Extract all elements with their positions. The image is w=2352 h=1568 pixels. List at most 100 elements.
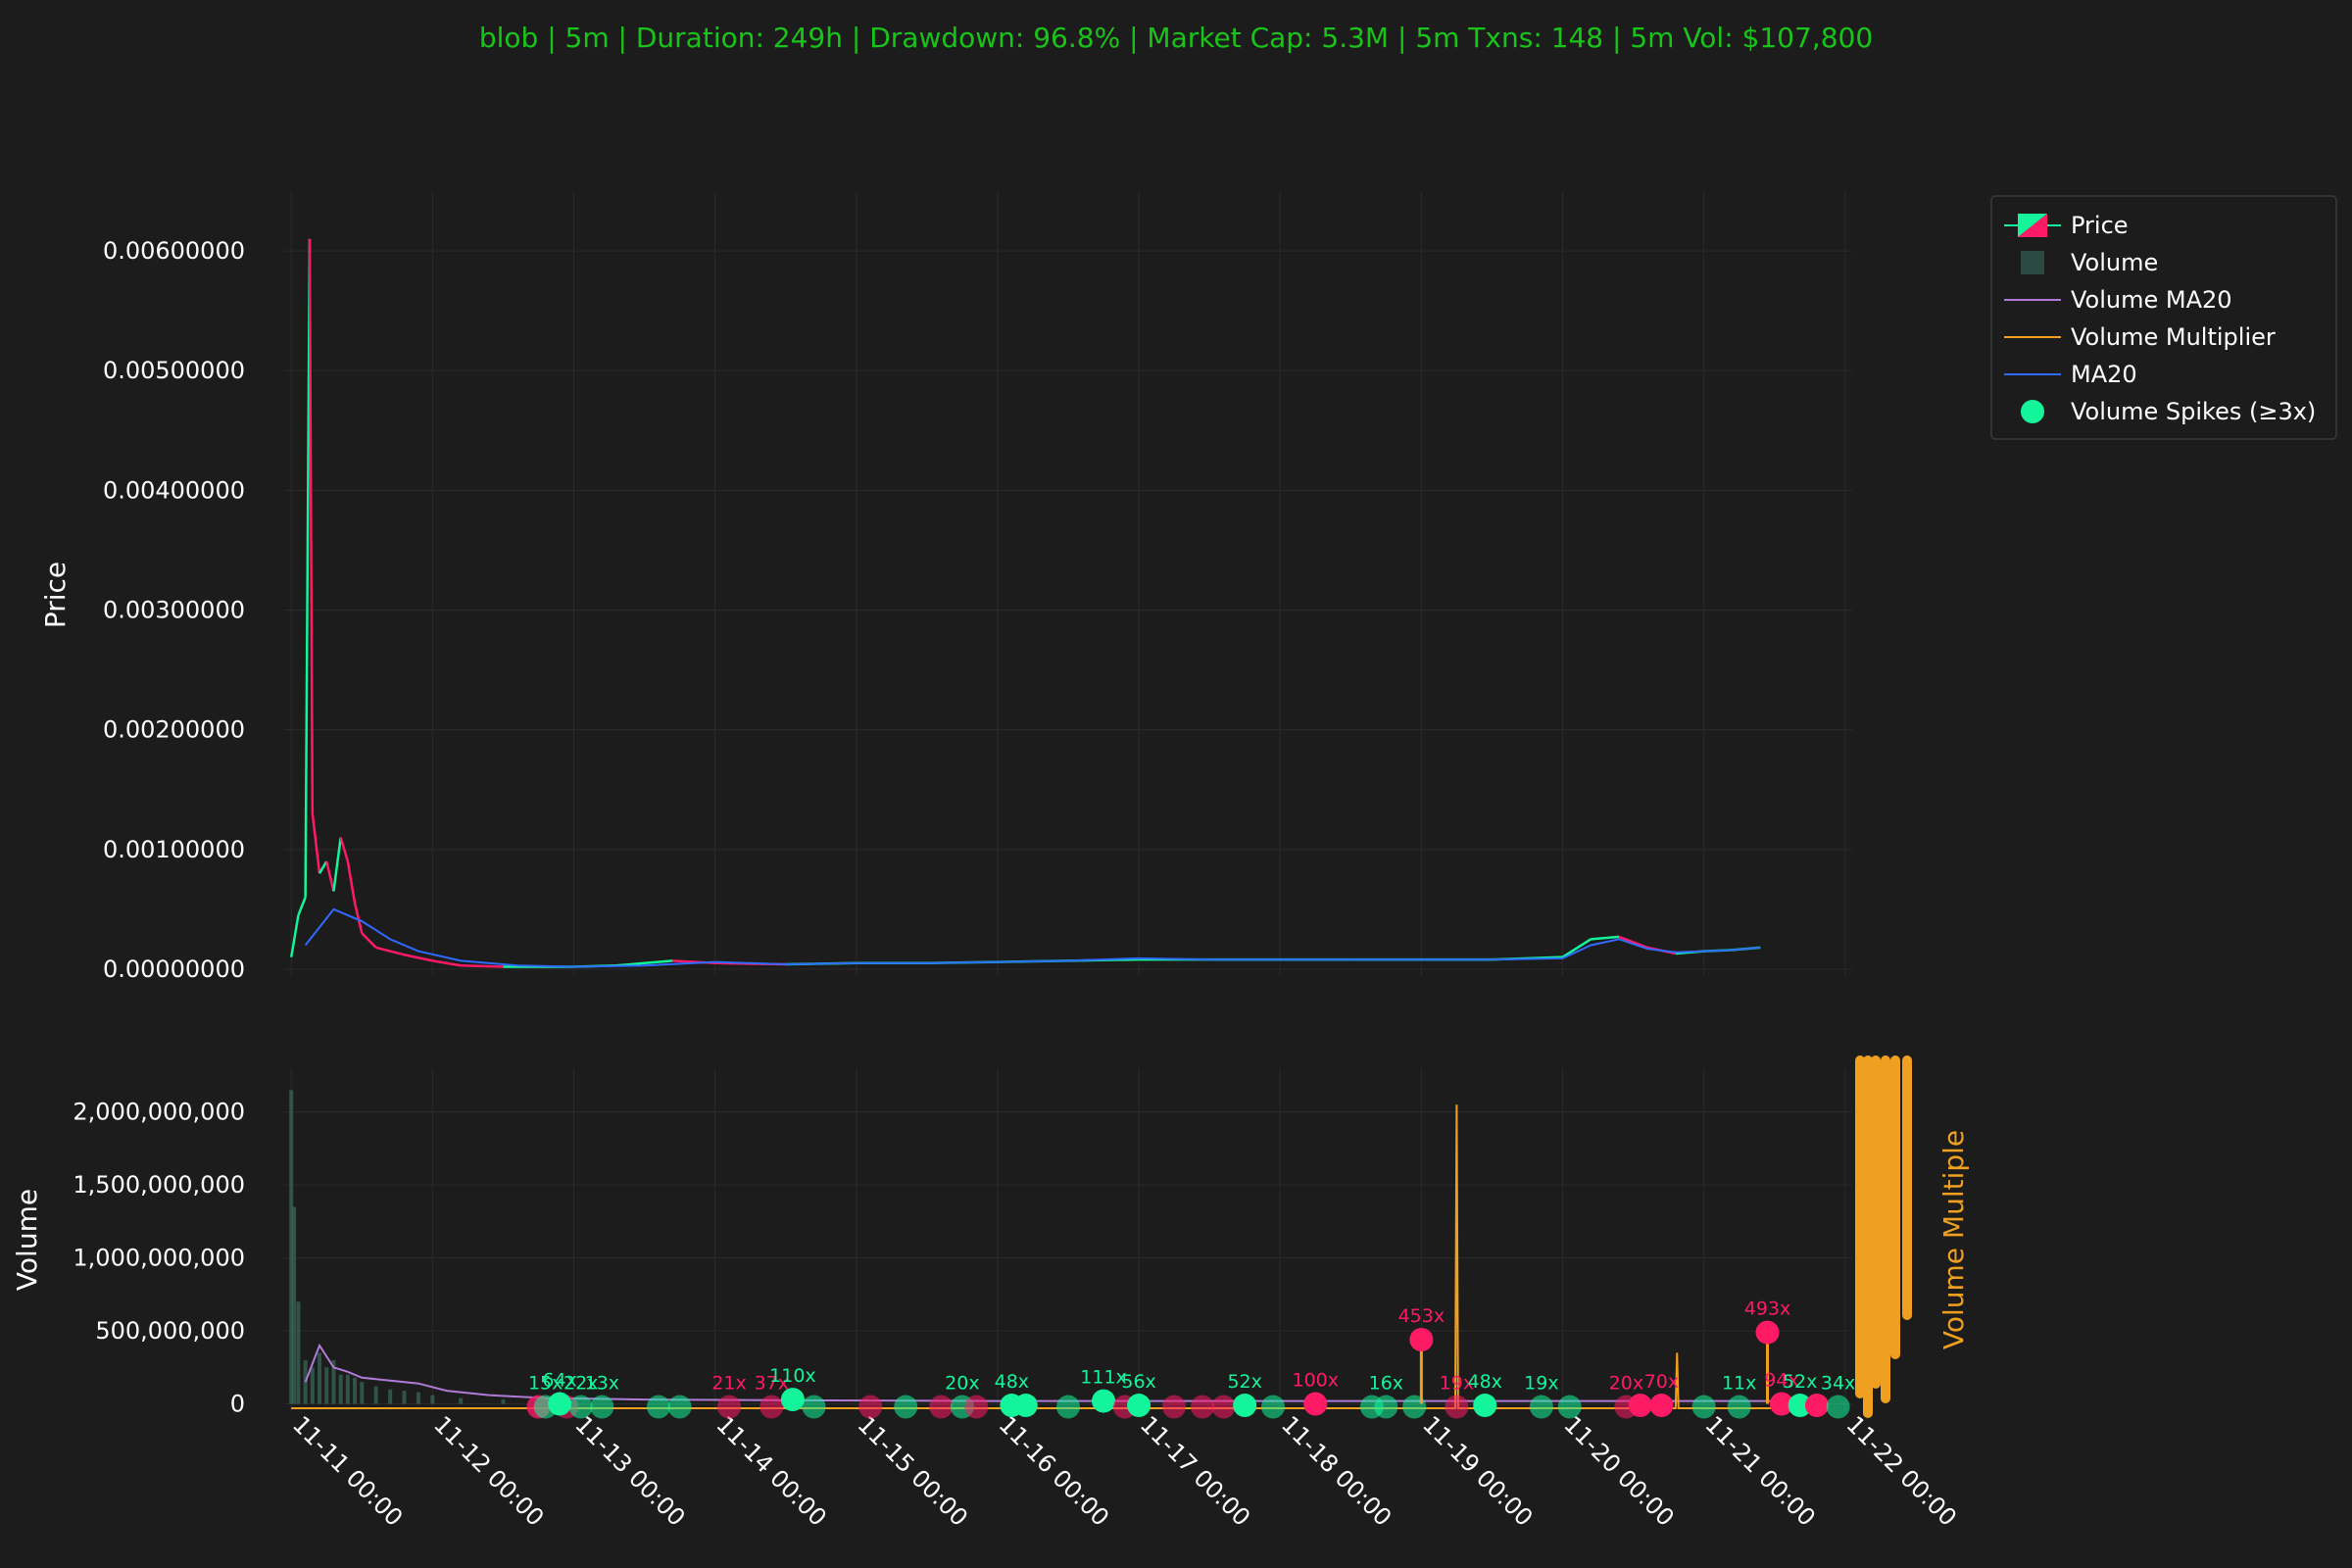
volume-bar	[459, 1397, 464, 1404]
spike-label: 48x	[995, 1371, 1029, 1393]
spike-dot	[1162, 1395, 1187, 1419]
volume-tick-label: 500,000,000	[95, 1317, 245, 1345]
spike-dot	[1769, 1392, 1793, 1416]
price-candle-segment	[1561, 938, 1592, 958]
volume-bar	[501, 1399, 506, 1404]
spike-dot	[894, 1395, 918, 1419]
legend-candle-down	[2018, 214, 2047, 237]
spike-dot	[1649, 1394, 1674, 1418]
spike-dot	[1628, 1394, 1652, 1418]
spike-label: 56x	[1121, 1371, 1155, 1393]
spike-label: 22x	[564, 1373, 598, 1395]
spike-label: 11x	[1722, 1373, 1756, 1395]
legend-label: Volume Spikes (≥3x)	[2071, 398, 2316, 425]
x-tick-label: 11-18 00:00	[1276, 1410, 1396, 1531]
spike-label: 52x	[1227, 1371, 1261, 1393]
legend-label: MA20	[2071, 361, 2137, 388]
spike-dot	[1211, 1395, 1236, 1419]
spike-label: 20x	[945, 1373, 979, 1395]
spike-label: 16x	[1369, 1373, 1403, 1395]
volume-multiple-scale-marks	[1855, 1055, 1912, 1418]
spike-dot	[1374, 1395, 1398, 1419]
spike-dot	[590, 1395, 614, 1419]
price-candle-segment	[332, 837, 342, 892]
price-candle-segment	[297, 897, 307, 916]
x-tick-label: 11-14 00:00	[710, 1410, 831, 1531]
volume-axis-title: Volume	[11, 1189, 43, 1291]
spike-dot	[1261, 1395, 1286, 1419]
x-ticks: 11-11 00:00 11-12 00:00 11-13 00:00 11-14 0…	[287, 1410, 1962, 1531]
price-candle-segment	[375, 946, 391, 953]
spike-dot	[1409, 1328, 1434, 1352]
ma20-line	[304, 907, 1761, 968]
price-candle-segment	[361, 932, 377, 949]
spike-dot	[802, 1395, 826, 1419]
price-candle-segment	[432, 959, 462, 967]
volume-y-ticks: 0 500,000,000 1,000,000,000 1,500,000,000 2,…	[73, 1099, 245, 1418]
spike-dot	[1557, 1395, 1582, 1419]
x-tick-label: 11-20 00:00	[1558, 1410, 1679, 1531]
legend-label: Volume Multiplier	[2071, 323, 2276, 351]
spike-label: 19x	[1524, 1373, 1558, 1395]
spike-dot	[1755, 1320, 1780, 1345]
spike-label: 70x	[1644, 1371, 1679, 1393]
price-candle-segment	[289, 914, 300, 957]
volume-bars	[289, 1090, 506, 1404]
price-candle-segment	[325, 860, 335, 892]
spike-dot	[780, 1388, 805, 1412]
x-tick-label: 11-22 00:00	[1841, 1410, 1962, 1531]
spike-dot	[760, 1395, 784, 1419]
legend-volume-swatch	[2021, 251, 2044, 274]
price-candle-segment	[318, 860, 328, 874]
legend-label: Volume	[2071, 249, 2158, 276]
x-tick-label: 11-13 00:00	[569, 1410, 690, 1531]
spike-dot	[1529, 1395, 1553, 1419]
spike-label: 493x	[1744, 1298, 1791, 1320]
spike-dot	[964, 1395, 989, 1419]
spike-label: 110x	[769, 1365, 816, 1387]
volume-bar	[345, 1374, 350, 1404]
x-tick-label: 11-21 00:00	[1699, 1410, 1820, 1531]
spike-label: 15x	[528, 1373, 563, 1395]
spike-dot	[1303, 1392, 1328, 1416]
legend-label: Volume MA20	[2071, 286, 2232, 314]
spike-label: 100x	[1292, 1370, 1339, 1392]
price-candle-segment	[1618, 935, 1648, 950]
spike-dot	[1804, 1394, 1829, 1418]
price-tick-label: 0.00400000	[103, 476, 245, 504]
price-candle-segment	[1591, 935, 1620, 941]
spike-dot	[929, 1395, 954, 1419]
spike-label: 453x	[1398, 1305, 1446, 1327]
spike-dot	[1056, 1395, 1080, 1419]
volume-multiplier-line	[291, 1104, 1775, 1410]
volume-bar	[324, 1367, 329, 1404]
spike-dot	[667, 1395, 692, 1419]
x-tick-label: 11-11 00:00	[287, 1410, 408, 1531]
spike-dot	[1233, 1394, 1257, 1418]
volume-bar	[338, 1374, 343, 1404]
spike-label: 19x	[1440, 1373, 1474, 1395]
volume-tick-label: 1,000,000,000	[73, 1245, 245, 1272]
volume-bar	[331, 1359, 336, 1404]
price-y-ticks: 0.00000000 0.00100000 0.00200000 0.00300000…	[103, 237, 245, 983]
spike-dot	[1788, 1394, 1812, 1418]
price-candle-segment	[461, 963, 504, 968]
price-candle-segment	[339, 837, 350, 862]
spike-label: 13x	[585, 1373, 619, 1395]
price-candle-segment	[311, 812, 321, 874]
spike-dot	[1127, 1394, 1152, 1418]
spike-dot	[1092, 1389, 1116, 1413]
price-candle-segment	[304, 238, 312, 898]
price-candle-segment	[308, 238, 315, 814]
volume-bar	[289, 1090, 294, 1404]
price-axis-title: Price	[39, 562, 72, 628]
legend: Price Volume Volume MA20 Volume Multiplier M…	[1990, 195, 2337, 440]
spike-label: 52x	[1783, 1371, 1817, 1393]
spike-dot	[1826, 1395, 1850, 1419]
price-candle-segment	[353, 903, 364, 934]
legend-label: Price	[2071, 212, 2129, 239]
gridlines	[284, 191, 1852, 1411]
price-tick-label: 0.00500000	[103, 357, 245, 384]
